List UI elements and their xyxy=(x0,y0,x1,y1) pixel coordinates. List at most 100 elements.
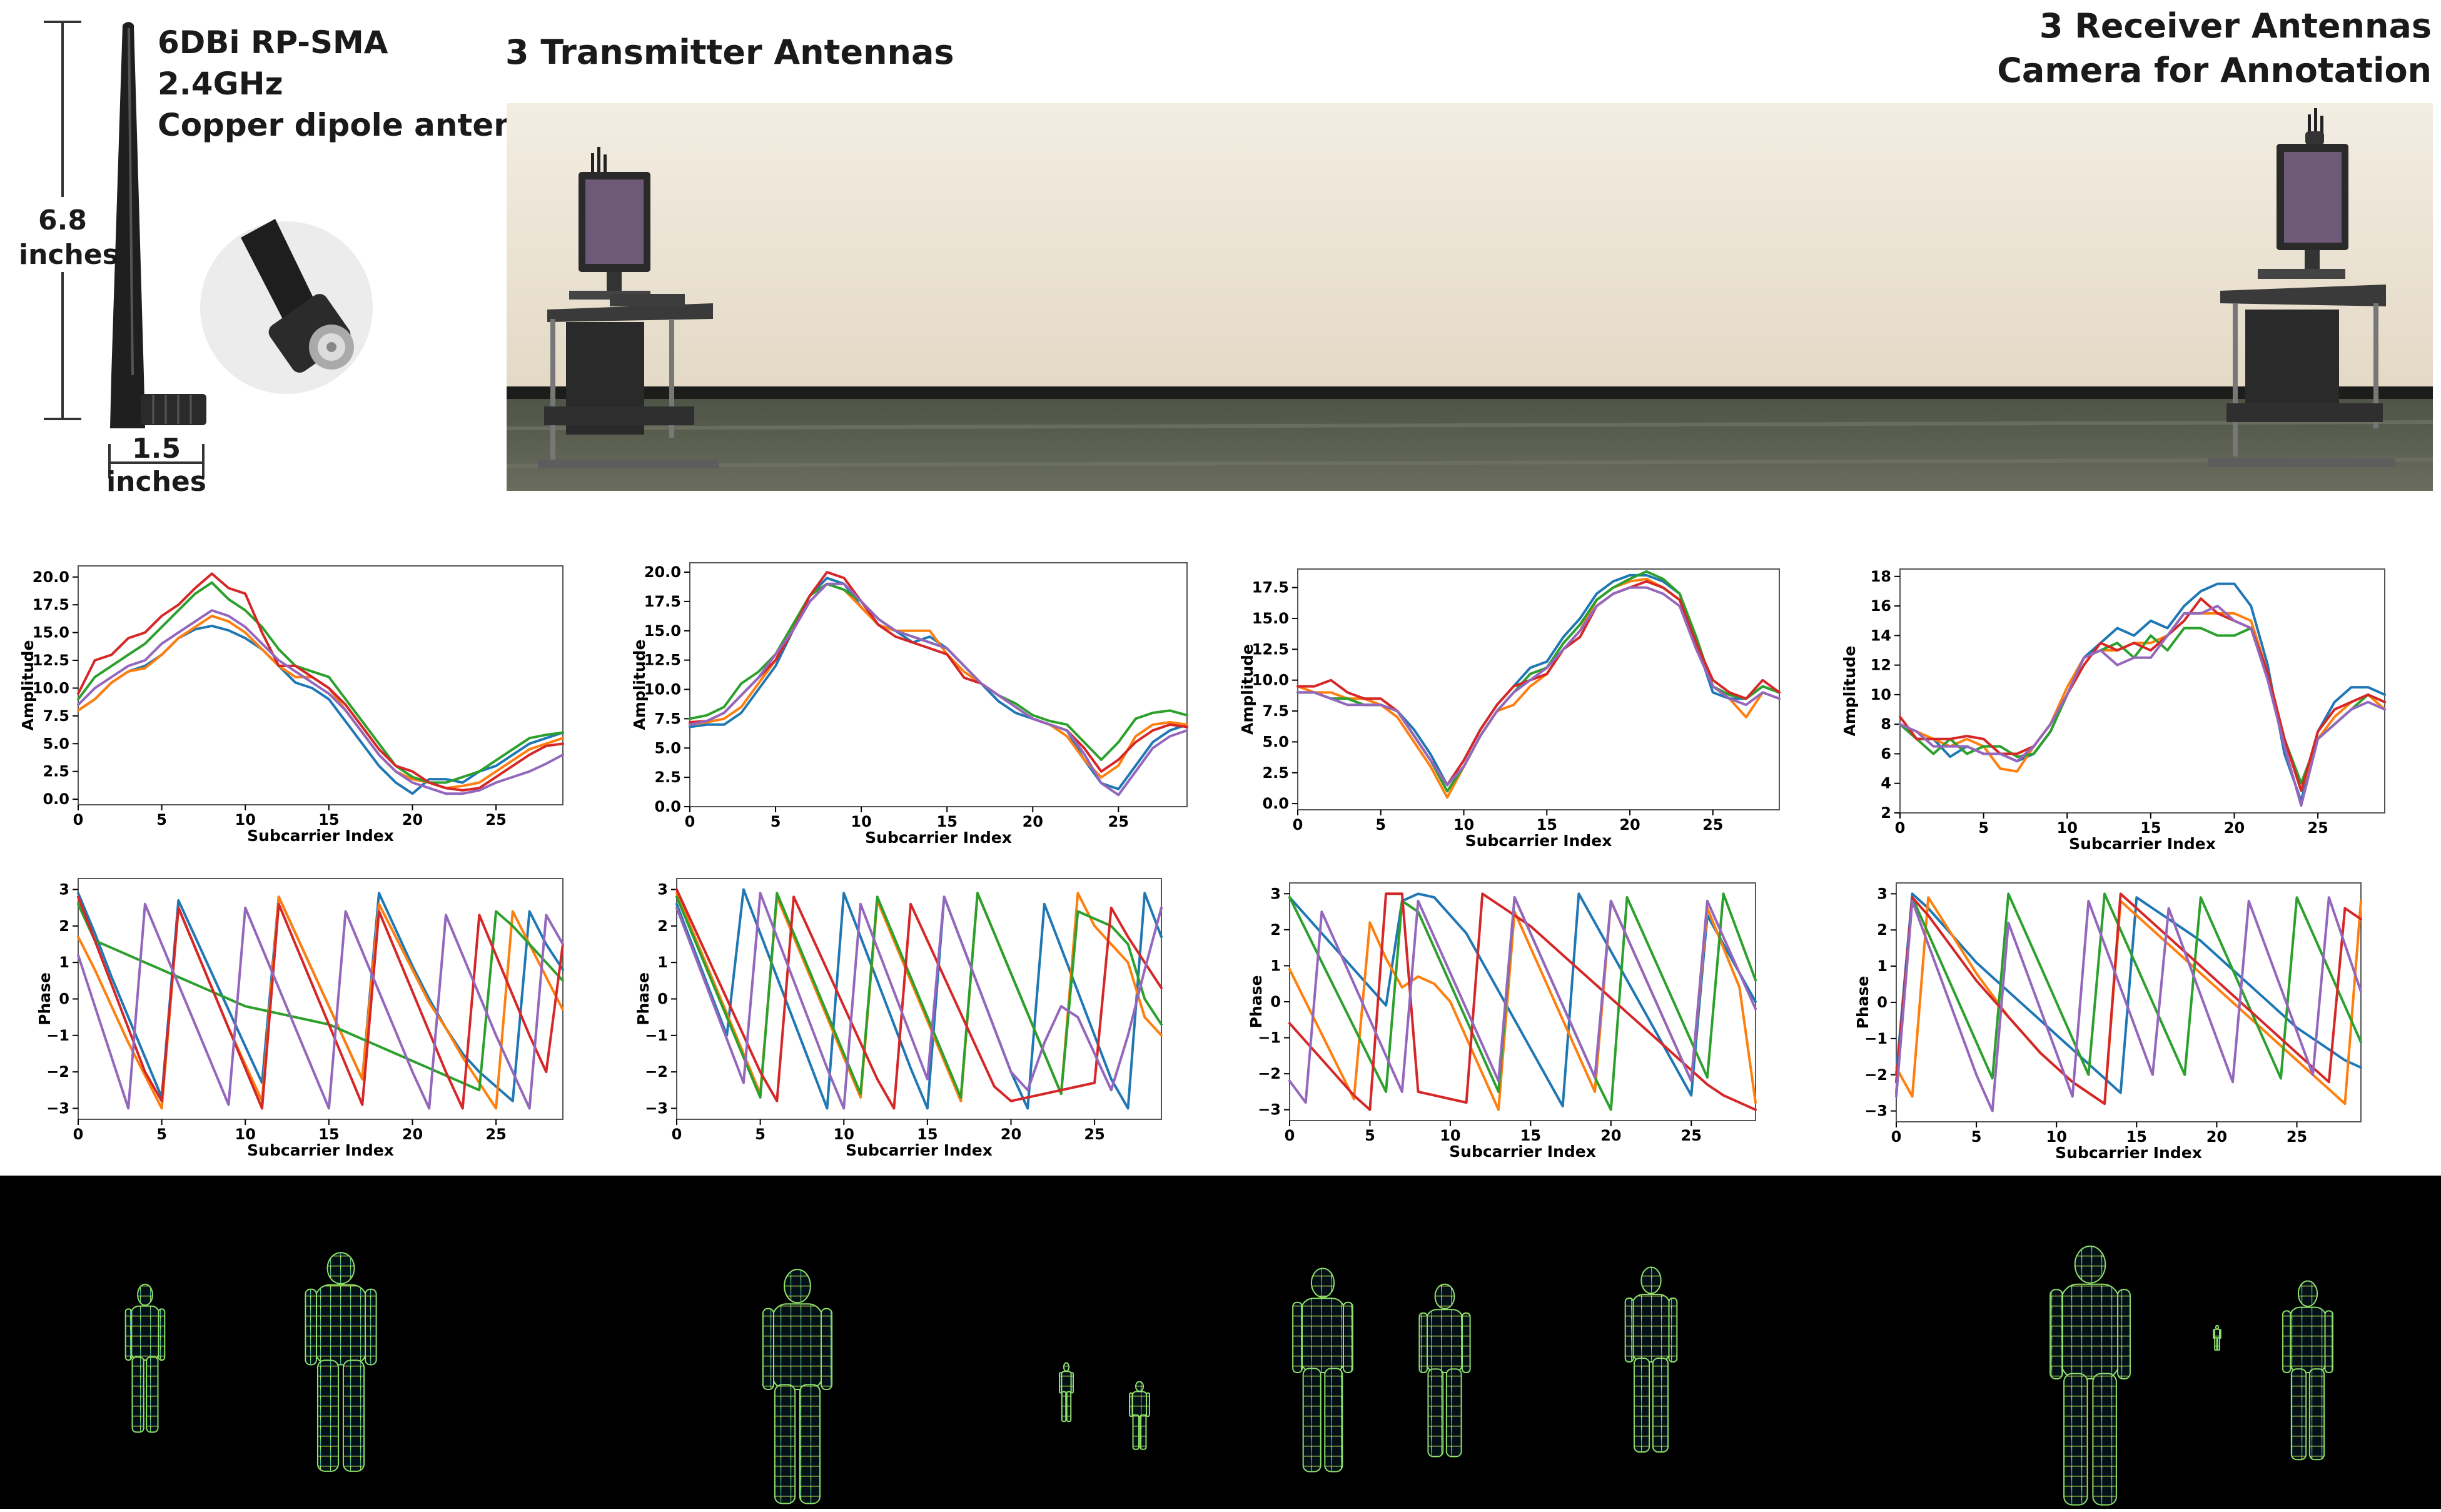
x-tick-label: 0 xyxy=(1895,819,1906,837)
x-tick-label: 5 xyxy=(755,1126,766,1143)
y-tick-label: 6 xyxy=(1881,745,1891,762)
human-mesh-icon xyxy=(1292,1268,1353,1473)
y-tick-label: 0 xyxy=(657,990,668,1008)
series-line-2 xyxy=(1895,896,2362,1106)
human-mesh-icon xyxy=(2049,1245,2131,1506)
x-tick-label: 10 xyxy=(2057,819,2078,837)
x-tick-label: 20 xyxy=(1001,1126,1021,1143)
x-tick-label: 15 xyxy=(318,1126,339,1143)
antenna-height-label: 6.8 inches xyxy=(19,203,119,272)
series-line-5 xyxy=(1296,586,1781,787)
x-tick-label: 10 xyxy=(1453,816,1474,834)
x-tick-label: 15 xyxy=(1520,1127,1541,1144)
y-tick-label: 17.5 xyxy=(644,593,681,610)
x-tick-label: 10 xyxy=(2046,1128,2067,1146)
x-tick-label: 20 xyxy=(402,1126,423,1143)
y-tick-label: −2 xyxy=(1258,1065,1281,1082)
series-line-4 xyxy=(675,888,1163,1110)
antenna-icon xyxy=(110,22,145,428)
y-tick-label: −2 xyxy=(645,1063,668,1081)
x-axis-label: Subcarrier Index xyxy=(1465,832,1612,850)
y-tick-label: 3 xyxy=(1877,885,1888,902)
rx-label-block: 3 Receiver Antennas Camera for Annotatio… xyxy=(1997,4,2432,93)
y-tick-label: 5.0 xyxy=(43,735,69,752)
x-tick-label: 15 xyxy=(937,813,958,830)
series-line-4 xyxy=(1899,597,2386,792)
y-tick-label: 10.0 xyxy=(33,679,69,697)
y-tick-label: 7.5 xyxy=(1262,702,1289,720)
plot-frame xyxy=(1289,882,1756,1121)
series-line-3 xyxy=(689,582,1188,761)
series-line-2 xyxy=(1296,577,1781,799)
series-line-4 xyxy=(77,572,564,792)
series-line-3 xyxy=(1895,892,2362,1094)
y-tick-label: 0 xyxy=(1270,993,1281,1011)
x-tick-label: 20 xyxy=(1619,816,1640,834)
y-tick-label: 2.5 xyxy=(43,763,69,780)
y-tick-label: −3 xyxy=(1258,1101,1281,1119)
series-line-5 xyxy=(1288,896,1757,1104)
y-tick-label: 0.0 xyxy=(654,798,681,815)
x-tick-label: 10 xyxy=(834,1126,854,1143)
y-tick-label: 2 xyxy=(1877,921,1888,939)
y-tick-label: 14 xyxy=(1871,627,1891,644)
x-tick-label: 5 xyxy=(156,1126,167,1143)
x-tick-label: 5 xyxy=(771,813,781,830)
series-line-1 xyxy=(1899,582,2386,803)
y-tick-label: 2 xyxy=(1881,804,1891,822)
x-tick-label: 5 xyxy=(1365,1127,1375,1144)
y-tick-label: 0 xyxy=(59,990,69,1008)
y-tick-label: 17.5 xyxy=(33,596,69,613)
y-tick-label: 20.0 xyxy=(33,568,69,586)
antenna-illustration xyxy=(14,21,373,478)
plot-frame xyxy=(78,565,564,805)
antenna-type-label: Copper dipole antenna xyxy=(158,107,560,143)
x-axis-label: Subcarrier Index xyxy=(247,827,394,845)
x-tick-label: 5 xyxy=(156,811,167,829)
x-axis-label: Subcarrier Index xyxy=(865,829,1012,847)
human-mesh-icon xyxy=(1418,1283,1471,1458)
series-line-2 xyxy=(689,582,1188,779)
plot-frame xyxy=(1899,568,2385,814)
y-axis-label: Amplitude xyxy=(1238,644,1256,735)
y-tick-label: 8 xyxy=(1881,715,1891,733)
x-tick-label: 25 xyxy=(2307,819,2328,837)
y-tick-label: 15.0 xyxy=(644,622,681,640)
x-tick-label: 25 xyxy=(1681,1127,1702,1144)
antenna-height-value: 6.8 xyxy=(38,204,87,236)
x-axis-label: Subcarrier Index xyxy=(2069,835,2216,853)
x-axis-label: Subcarrier Index xyxy=(846,1141,993,1159)
x-tick-label: 15 xyxy=(318,811,339,829)
tx-antennas-label: 3 Transmitter Antennas xyxy=(505,33,954,72)
y-tick-label: 2 xyxy=(657,917,668,935)
x-axis-label: Subcarrier Index xyxy=(2055,1144,2202,1162)
series-line-1 xyxy=(675,888,1163,1110)
y-tick-label: 17.5 xyxy=(1252,579,1289,597)
x-tick-label: 0 xyxy=(1891,1128,1902,1146)
plot-frame xyxy=(78,878,564,1120)
y-tick-label: 3 xyxy=(59,881,69,899)
transmitter-station xyxy=(538,147,719,468)
y-tick-label: 1 xyxy=(1877,957,1888,975)
y-tick-label: 10.0 xyxy=(1252,672,1289,689)
human-mesh-icon xyxy=(1624,1266,1678,1453)
receiver-station xyxy=(2208,108,2395,467)
y-tick-label: 20.0 xyxy=(644,563,681,581)
x-tick-label: 20 xyxy=(1023,813,1043,830)
human-mesh-band xyxy=(0,1176,2441,1509)
y-tick-label: −3 xyxy=(645,1100,668,1117)
antenna-width-unit: inches xyxy=(106,465,206,498)
series-line-3 xyxy=(77,902,564,1092)
x-tick-label: 20 xyxy=(402,811,423,829)
human-mesh-icon xyxy=(1129,1381,1150,1450)
y-tick-label: 1 xyxy=(59,954,69,971)
series-line-3 xyxy=(77,581,564,784)
y-tick-label: −1 xyxy=(46,1027,69,1044)
y-tick-label: 0.0 xyxy=(43,790,69,808)
series-line-5 xyxy=(675,892,1163,1110)
x-tick-label: 25 xyxy=(2287,1128,2307,1146)
x-tick-label: 10 xyxy=(851,813,871,830)
y-tick-label: 10.0 xyxy=(644,681,681,698)
y-axis-label: Amplitude xyxy=(19,640,37,730)
y-tick-label: −1 xyxy=(645,1027,668,1044)
